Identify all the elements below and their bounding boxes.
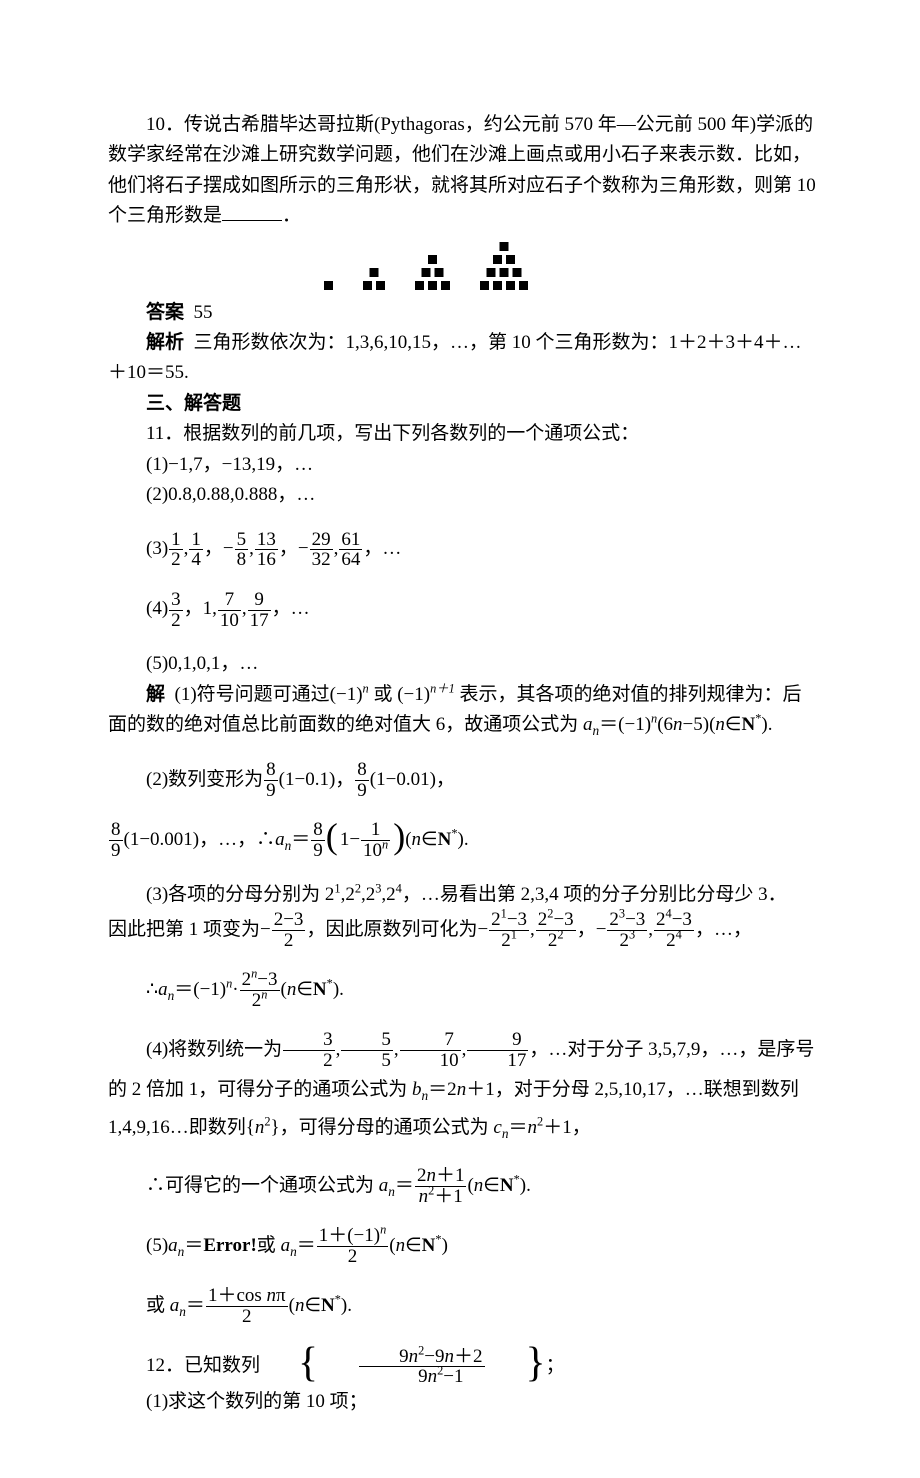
q11-i3-prefix: (3) bbox=[146, 538, 168, 559]
q12-prefix: 已知数列 bbox=[184, 1355, 260, 1376]
section3-title-text: 三、解答题 bbox=[146, 393, 241, 414]
q11-i2: (2)0.8,0.88,0.888，… bbox=[108, 480, 820, 510]
q11-sol3a: (3)各项的分母分别为 21,22,23,24，…易看出第 2,3,4 项的分子… bbox=[108, 880, 820, 910]
s2-prefix: (2)数列变形为 bbox=[146, 769, 263, 790]
q10-blank-suffix: ． bbox=[282, 205, 301, 226]
q11-text: 根据数列的前几项，写出下列各数列的一个通项公式： bbox=[183, 423, 639, 444]
frac: 24−324 bbox=[654, 910, 694, 951]
frac: 1＋(−1)n2 bbox=[317, 1226, 389, 1267]
frac: 21−321 bbox=[489, 910, 529, 951]
frac: 2932 bbox=[310, 530, 333, 571]
q12-suffix: ； bbox=[546, 1355, 565, 1376]
frac: 1316 bbox=[255, 530, 278, 571]
s3b-prefix: 因此把第 1 项变为− bbox=[108, 919, 271, 940]
frac: 12 bbox=[169, 530, 183, 571]
q10-analysis-line: 解析 三角形数依次为：1,3,6,10,15，…，第 10 个三角形数为：1＋2… bbox=[108, 328, 820, 389]
frac: 89 bbox=[264, 760, 278, 801]
q11-sol3c: ∴an＝(−1)n·2n−32n(n∈N*). bbox=[146, 970, 820, 1011]
paren-big: (1−110n) bbox=[326, 820, 405, 861]
frac: 2n−32n bbox=[240, 970, 280, 1011]
q11-sol4a: (4)将数列统一为32,55,710,917，…对于分子 3,5,7,9，…，是… bbox=[108, 1030, 820, 1147]
frac: 917 bbox=[467, 1030, 528, 1071]
frac: 917 bbox=[248, 590, 271, 631]
answer-value: 55 bbox=[194, 302, 213, 323]
frac: 22−322 bbox=[536, 910, 576, 951]
analysis-label: 解析 bbox=[146, 332, 184, 353]
frac: 89 bbox=[355, 760, 369, 801]
q11-sol3b: 因此把第 1 项变为−2−32，因此原数列可化为−21−321,22−322，−… bbox=[108, 910, 820, 951]
frac: 58 bbox=[235, 530, 249, 571]
frac: 32 bbox=[169, 590, 183, 631]
frac: 23−323 bbox=[607, 910, 647, 951]
q11-stem: 11．根据数列的前几项，写出下列各数列的一个通项公式： bbox=[108, 419, 820, 449]
frac: 710 bbox=[218, 590, 241, 631]
q11-i4-prefix: (4) bbox=[146, 598, 168, 619]
q11-sol5a: (5)an＝Error!或 an＝1＋(−1)n2(n∈N*) bbox=[146, 1226, 820, 1267]
frac: 710 bbox=[400, 1030, 461, 1071]
q10-stem: 10．传说古希腊毕达哥拉斯(Pythagoras，约公元前 570 年—公元前 … bbox=[108, 110, 820, 232]
frac: 89 bbox=[311, 820, 325, 861]
q11-sol2-line1: (2)数列变形为89(1−0.1)，89(1−0.01)， bbox=[146, 760, 820, 801]
q12-number: 12． bbox=[146, 1355, 184, 1376]
frac: 32 bbox=[283, 1030, 335, 1071]
q10-number: 10． bbox=[146, 114, 184, 135]
frac: 1＋cos nπ2 bbox=[206, 1286, 288, 1327]
q11-i1: (1)−1,7，−13,19，… bbox=[108, 450, 820, 480]
q10-text: 传说古希腊毕达哥拉斯(Pythagoras，约公元前 570 年—公元前 500… bbox=[108, 114, 816, 226]
frac: 89 bbox=[109, 820, 123, 861]
s4a-prefix: (4)将数列统一为 bbox=[146, 1039, 282, 1060]
frac: 55 bbox=[341, 1030, 393, 1071]
sol-label: 解 bbox=[146, 684, 165, 705]
frac: 2n＋1n2＋1 bbox=[415, 1166, 467, 1207]
q11-sol2-line2: 89(1−0.001)，…，∴an＝89(1−110n)(n∈N*). bbox=[108, 820, 820, 861]
q11-sol4b: ∴可得它的一个通项公式为 an＝2n＋1n2＋1(n∈N*). bbox=[146, 1166, 820, 1207]
triangular-numbers-figure bbox=[314, 238, 614, 294]
s2-mid1: (1−0.1)， bbox=[279, 769, 355, 790]
q10-answer-line: 答案 55 bbox=[108, 298, 820, 328]
s3a-text: (3)各项的分母分别为 21,22,23,24，…易看出第 2,3,4 项的分子… bbox=[146, 884, 787, 905]
q11-sol1: 解 (1)符号问题可通过(−1)n 或 (−1)n＋1 表示，其各项的绝对值的排… bbox=[108, 680, 820, 741]
brace-big: {9n2−9n＋29n2−1} bbox=[260, 1346, 546, 1387]
q11-number: 11． bbox=[146, 423, 183, 444]
q11-sol5b: 或 an＝1＋cos nπ2(n∈N*). bbox=[146, 1286, 820, 1327]
q12-i1: (1)求这个数列的第 10 项； bbox=[108, 1387, 820, 1417]
answer-label: 答案 bbox=[146, 302, 184, 323]
analysis-text: 三角形数依次为：1,3,6,10,15，…，第 10 个三角形数为：1＋2＋3＋… bbox=[108, 332, 802, 383]
frac: 6164 bbox=[339, 530, 362, 571]
s2-mid2: (1−0.01)， bbox=[370, 769, 455, 790]
section3-title: 三、解答题 bbox=[108, 389, 820, 419]
q10-blank bbox=[222, 201, 282, 221]
s1-text: (1)符号问题可通过(−1)n 或 (−1)n＋1 表示，其各项的绝对值的排列规… bbox=[108, 684, 802, 735]
frac: 9n2−9n＋29n2−1 bbox=[359, 1347, 484, 1388]
s3b-mid: ，因此原数列可化为− bbox=[306, 919, 488, 940]
q11-i5: (5)0,1,0,1，… bbox=[108, 649, 820, 679]
frac: 14 bbox=[189, 530, 203, 571]
q12-stem: 12．已知数列{9n2−9n＋29n2−1}； bbox=[108, 1346, 820, 1387]
q11-i3: (3)12,14，−58,1316，−2932,6164，… bbox=[146, 529, 820, 570]
frac: 110n bbox=[361, 820, 390, 861]
q11-i4: (4)32，1,710,917，… bbox=[146, 589, 820, 630]
error-label: Error! bbox=[203, 1235, 256, 1256]
frac: 2−32 bbox=[272, 910, 306, 951]
i4-t2: 1 bbox=[203, 598, 213, 619]
